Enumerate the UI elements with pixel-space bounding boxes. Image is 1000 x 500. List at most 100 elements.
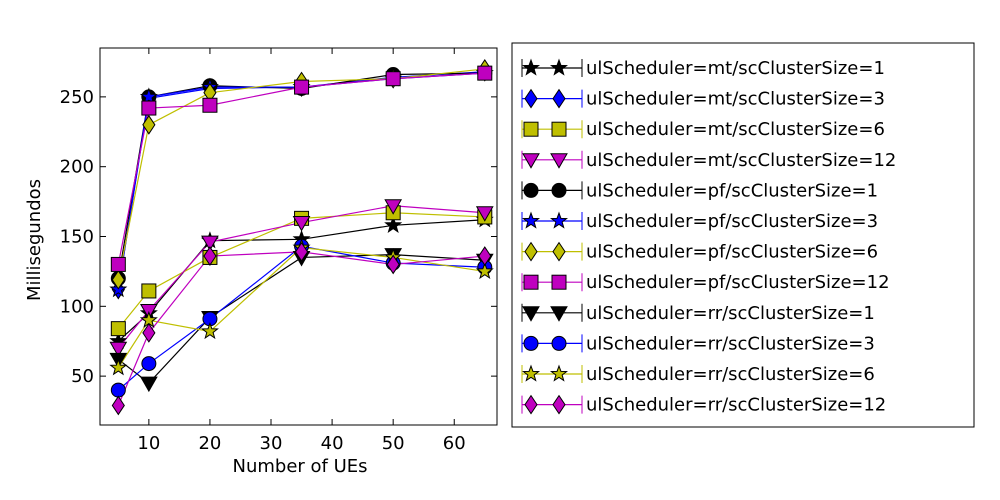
legend-marker-right — [551, 335, 567, 351]
series-4-point-6 — [475, 206, 494, 222]
legend-label: ulScheduler=pf/scClusterSize=6 — [586, 242, 878, 263]
series-8-point-1 — [110, 256, 126, 272]
series-12-point-5 — [386, 254, 400, 275]
y-axis-label: Millisegundos — [24, 179, 45, 301]
legend-label: ulScheduler=pf/scClusterSize=12 — [586, 272, 890, 293]
legend-label: ulScheduler=pf/scClusterSize=1 — [586, 180, 878, 201]
series-11-point-1 — [109, 358, 128, 376]
series-11-point-6 — [475, 261, 494, 280]
legend-marker-right — [551, 182, 567, 198]
series-8-point-5 — [385, 71, 401, 87]
legend-marker-left — [523, 335, 539, 351]
series-3-point-2 — [141, 283, 157, 299]
series-line-12 — [117, 251, 485, 406]
plot-series-markers — [109, 59, 494, 416]
legend-items: ulScheduler=mt/scClusterSize=1 ulSchedule… — [521, 58, 896, 416]
series-12-point-3 — [203, 246, 217, 266]
legend-marker-right — [551, 274, 567, 290]
legend-item-2: ulScheduler=mt/scClusterSize=3 — [521, 88, 885, 110]
legend — [511, 42, 975, 428]
legend-item-3: ulScheduler=mt/scClusterSize=6 — [521, 119, 885, 140]
legend-marker-right — [552, 241, 566, 262]
y-tick-label-200: 200 — [60, 157, 94, 178]
series-12-point-6 — [478, 246, 492, 266]
legend-item-1: ulScheduler=mt/scClusterSize=1 — [521, 58, 885, 79]
legend-label: ulScheduler=rr/scClusterSize=12 — [586, 395, 886, 416]
series-1-point-5 — [384, 215, 403, 233]
legend-label: ulScheduler=mt/scClusterSize=1 — [586, 58, 885, 79]
series-3-point-1 — [110, 321, 126, 337]
legend-marker-left — [524, 241, 538, 262]
legend-item-7: ulScheduler=pf/scClusterSize=6 — [521, 241, 878, 263]
legend-marker-right — [549, 58, 569, 76]
legend-item-8: ulScheduler=pf/scClusterSize=12 — [521, 272, 890, 293]
legend-marker-right — [552, 394, 566, 415]
series-8-point-6 — [477, 65, 493, 81]
legend-marker-left — [521, 211, 541, 229]
legend-marker-left — [523, 274, 539, 290]
legend-marker-left — [522, 153, 540, 169]
legend-item-12: ulScheduler=rr/scClusterSize=12 — [521, 394, 886, 416]
legend-marker-left — [521, 364, 541, 382]
axis-tick-labels: 10 20 30 40 50 60 50 100 150 200 250 — [60, 87, 466, 454]
legend-item-6: ulScheduler=pf/scClusterSize=3 — [521, 211, 878, 232]
x-tick-label-20: 20 — [198, 433, 221, 454]
legend-marker-left — [523, 182, 539, 198]
series-line-10 — [117, 245, 485, 391]
series-8-point-3 — [202, 97, 218, 113]
series-4-point-3 — [201, 235, 219, 252]
series-11-point-3 — [200, 321, 219, 340]
series-8-point-2 — [141, 100, 157, 116]
legend-item-5: ulScheduler=pf/scClusterSize=1 — [521, 180, 878, 201]
legend-label: ulScheduler=pf/scClusterSize=3 — [586, 211, 878, 232]
legend-label: ulScheduler=rr/scClusterSize=1 — [586, 303, 875, 324]
y-tick-label-250: 250 — [60, 87, 94, 108]
legend-marker-right — [552, 88, 566, 109]
series-8-point-4 — [294, 79, 310, 95]
legend-item-4: ulScheduler=mt/scClusterSize=12 — [521, 150, 896, 171]
legend-marker-right — [549, 211, 569, 229]
x-tick-label-30: 30 — [260, 433, 283, 454]
x-tick-label-10: 10 — [137, 433, 160, 454]
y-tick-label-100: 100 — [60, 296, 94, 317]
legend-marker-left — [524, 88, 538, 109]
series-12-point-2 — [142, 322, 156, 343]
series-line-9 — [117, 254, 485, 384]
legend-marker-right — [549, 364, 569, 382]
legend-marker-right — [550, 153, 568, 169]
series-10-point-1 — [110, 382, 126, 398]
series-line-8 — [117, 72, 485, 265]
series-7-point-2 — [142, 114, 156, 135]
series-4-point-4 — [292, 216, 311, 232]
series-7-point-1 — [111, 269, 125, 290]
legend-marker-right — [551, 121, 567, 137]
y-tick-label-50: 50 — [71, 366, 94, 387]
series-line-4 — [117, 205, 485, 349]
legend-label: ulScheduler=rr/scClusterSize=3 — [586, 333, 875, 354]
legend-label: ulScheduler=mt/scClusterSize=12 — [586, 150, 896, 171]
series-6-point-2 — [139, 87, 158, 105]
series-line-7 — [117, 68, 485, 280]
legend-label: ulScheduler=rr/scClusterSize=6 — [586, 364, 875, 385]
legend-marker-left — [524, 394, 538, 415]
series-10-point-2 — [141, 356, 157, 372]
x-tick-label-50: 50 — [382, 433, 405, 454]
series-4-point-1 — [109, 341, 128, 358]
legend-marker-left — [521, 58, 541, 76]
legend-marker-right — [550, 306, 568, 322]
legend-item-9: ulScheduler=rr/scClusterSize=1 — [521, 303, 875, 324]
legend-item-10: ulScheduler=rr/scClusterSize=3 — [521, 333, 875, 354]
legend-marker-left — [523, 121, 539, 137]
axis-ticks — [100, 48, 497, 425]
x-axis-label: Number of UEs — [232, 456, 367, 477]
x-tick-label-40: 40 — [321, 433, 344, 454]
series-12-point-1 — [111, 395, 125, 416]
legend-label: ulScheduler=mt/scClusterSize=3 — [586, 89, 885, 110]
legend-item-11: ulScheduler=rr/scClusterSize=6 — [521, 364, 875, 385]
series-4-point-5 — [384, 199, 403, 215]
series-line-11 — [117, 247, 485, 369]
y-tick-label-150: 150 — [60, 227, 94, 248]
legend-label: ulScheduler=mt/scClusterSize=6 — [586, 119, 885, 140]
x-tick-label-60: 60 — [443, 433, 466, 454]
